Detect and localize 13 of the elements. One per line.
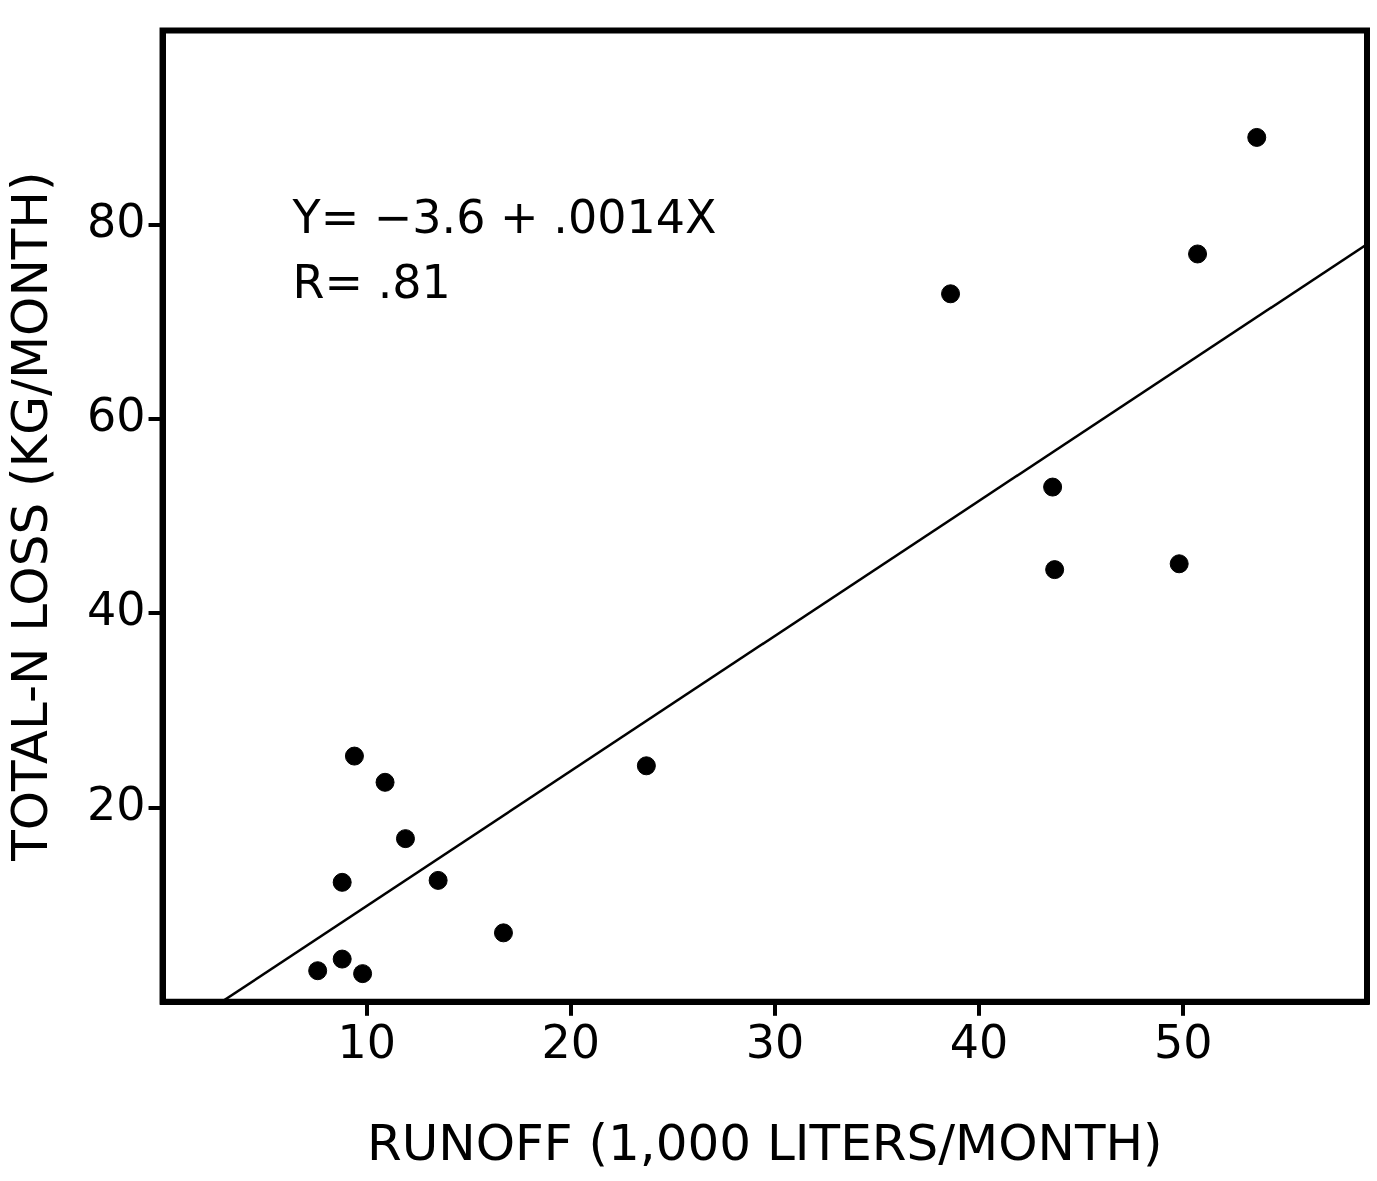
x-axis-title: RUNOFF (1,000 LITERS/MONTH) — [366, 1113, 1163, 1172]
x-tick-label: 50 — [1153, 1015, 1213, 1070]
annotation: Y= −3.6 + .0014X — [291, 189, 717, 244]
annotation: R= .81 — [292, 254, 451, 309]
y-tick-label: 80 — [86, 193, 146, 248]
y-tick-label: 20 — [86, 776, 146, 831]
x-tick-label: 40 — [949, 1015, 1009, 1070]
y-axis-title: TOTAL-N LOSS (KG/MONTH) — [0, 171, 59, 862]
x-tick-label: 10 — [337, 1015, 396, 1070]
x-tick-label: 30 — [745, 1015, 805, 1070]
x-tick-label: 20 — [541, 1015, 601, 1070]
y-tick-label: 40 — [86, 582, 146, 637]
y-tick-label: 60 — [86, 388, 146, 443]
